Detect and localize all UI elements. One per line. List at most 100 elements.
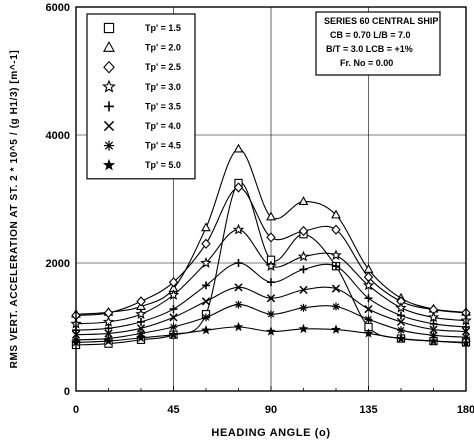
legend-marker: [103, 40, 115, 52]
data-point: [364, 294, 373, 303]
plot-frame: [75, 6, 467, 392]
data-point: [136, 296, 146, 307]
data-point: [169, 313, 178, 322]
legend-label: Tp' = 4.5: [145, 141, 181, 151]
data-point: [364, 304, 373, 314]
data-point: [137, 317, 145, 326]
legend-entry: Tp' = 3.5: [103, 101, 181, 112]
legend-entry: Tp' = 1.5: [103, 22, 181, 34]
legend-marker: [103, 101, 115, 112]
x-axis-title: HEADING ANGLE (o): [211, 427, 330, 439]
data-point: [168, 329, 179, 339]
info-box: SERIES 60 CENTRAL SHIP CB = 0.70 L/B = 7…: [315, 11, 441, 76]
data-point: [266, 294, 276, 303]
info-line-3: B/T = 3.0 LCB = +1%: [326, 44, 413, 54]
data-point: [136, 332, 146, 343]
data-point: [201, 238, 211, 249]
data-point: [364, 315, 373, 324]
legend-marker: [102, 79, 116, 93]
legend-entry: Tp' = 3.0: [102, 79, 181, 93]
data-point: [234, 283, 243, 292]
data-point: [266, 326, 276, 336]
legend-marker: [103, 60, 115, 74]
legend-label: Tp' = 3.5: [145, 101, 181, 111]
data-point: [298, 225, 309, 237]
data-point: [332, 262, 340, 271]
data-point: [104, 324, 113, 333]
data-point: [169, 305, 178, 314]
data-point: [232, 223, 245, 235]
legend: Tp' = 1.5 Tp' = 2.0 Tp' = 2.5 Tp' = 3.0 Tp' …: [86, 13, 196, 180]
legend-box: [86, 13, 196, 180]
info-line-2: CB = 0.70 L/B = 7.0: [330, 30, 411, 40]
data-point: [397, 311, 405, 320]
data-point: [299, 285, 308, 295]
info-box-frame: [315, 11, 441, 76]
data-point: [363, 328, 374, 338]
data-point: [267, 278, 275, 287]
data-point: [331, 284, 341, 293]
data-point: [168, 277, 179, 288]
data-point: [234, 259, 243, 267]
data-point: [299, 303, 308, 312]
legend-label: Tp' = 3.0: [145, 82, 181, 92]
legend-label: Tp' = 2.5: [145, 62, 181, 72]
data-point: [234, 300, 243, 309]
data-point: [201, 297, 211, 306]
y-tick-label: 4000: [46, 130, 70, 142]
data-point: [102, 315, 115, 327]
y-tick-label: 0: [64, 386, 70, 398]
data-point: [299, 265, 308, 274]
legend-entry: Tp' = 4.5: [103, 140, 181, 151]
legend-entry: Tp' = 5.0: [102, 158, 181, 171]
data-point: [396, 333, 406, 343]
x-tick-label: 180: [457, 404, 474, 416]
y-tick-label: 2000: [46, 258, 70, 270]
data-point: [266, 232, 276, 243]
data-point: [298, 196, 309, 205]
data-point: [167, 289, 180, 300]
data-point: [266, 211, 276, 221]
data-point: [267, 310, 275, 319]
data-point: [233, 321, 244, 332]
data-point: [200, 257, 212, 268]
data-point: [330, 249, 342, 261]
legend-entry: Tp' = 4.0: [103, 120, 181, 132]
data-point: [362, 279, 375, 291]
legend-marker: [103, 120, 115, 132]
x-tick-label: 90: [265, 404, 277, 416]
data-point: [397, 326, 405, 335]
data-point: [395, 301, 407, 313]
data-point: [331, 324, 341, 334]
data-point: [201, 325, 211, 335]
data-point: [103, 335, 114, 346]
data-point: [233, 182, 244, 193]
data-point: [297, 250, 310, 262]
info-line-1: SERIES 60 CENTRAL SHIP: [324, 16, 438, 26]
data-point: [265, 260, 277, 272]
data-point: [331, 224, 341, 235]
data-point: [429, 325, 438, 334]
data-point: [429, 319, 438, 328]
legend-marker: [103, 140, 115, 151]
data-point: [396, 317, 406, 327]
y-axis-title: RMS VERT. ACCELERATION AT ST. 2 * 10^5 /…: [9, 50, 20, 369]
x-tick-label: 135: [359, 404, 377, 416]
tick-labels: 0 45 90 135 180 0 2000 4000 6000: [46, 2, 474, 416]
info-line-4: Fr. No = 0.00: [340, 58, 393, 68]
legend-label: Tp' = 4.0: [145, 121, 181, 131]
data-point: [202, 281, 210, 290]
x-tick-label: 0: [73, 404, 79, 416]
data-point: [298, 323, 309, 334]
legend-label: Tp' = 2.0: [145, 43, 181, 53]
legend-marker: [103, 22, 115, 34]
legend-label: Tp' = 1.5: [145, 23, 181, 33]
x-tick-label: 45: [167, 404, 179, 416]
data-point: [201, 222, 211, 232]
legend-label: Tp' = 5.0: [145, 160, 181, 170]
series-3: [71, 182, 471, 321]
legend-entry: Tp' = 2.0: [103, 40, 181, 53]
legend-marker: [102, 158, 116, 171]
data-point: [427, 311, 440, 323]
